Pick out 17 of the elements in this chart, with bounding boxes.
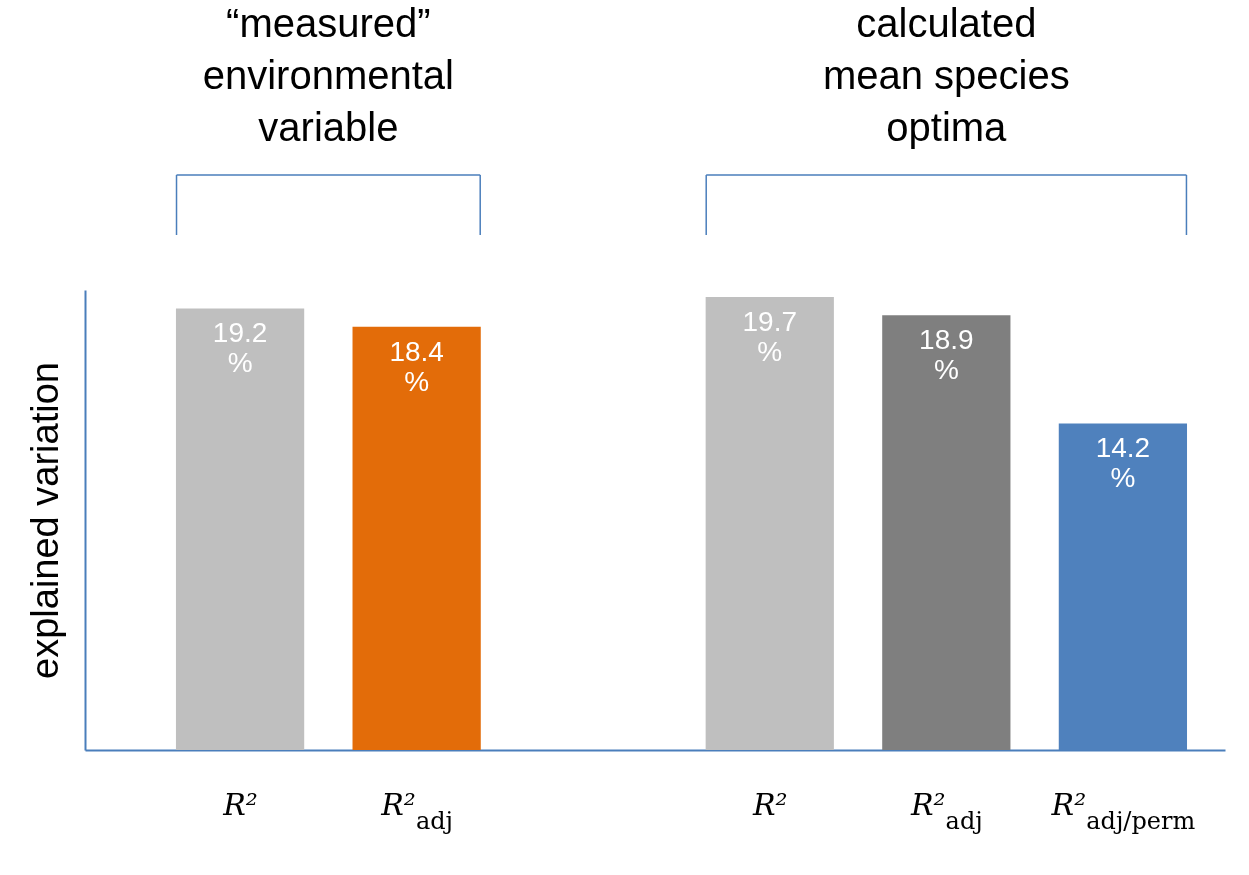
text: “measured” environmental variable	[202, 1, 454, 149]
x-tick-label: R²$_{adj}$	[380, 786, 454, 835]
data-label: 19.2 %	[212, 317, 268, 379]
data-label: 18.9 %	[919, 324, 974, 386]
bar	[175, 308, 305, 750]
x-tick-label: R²$_{adj}$	[909, 786, 983, 835]
x-tick-label: R²	[222, 786, 258, 822]
x-tick-label: R²	[751, 786, 788, 822]
bar	[352, 326, 481, 750]
text: calculated mean species optima	[822, 1, 1070, 149]
bar	[882, 315, 1011, 750]
data-label: 19.7 %	[742, 305, 798, 367]
bar	[705, 296, 834, 750]
y-axis-title: explained variation	[23, 362, 66, 679]
data-label: 18.4 %	[389, 335, 444, 397]
x-tick-label: R²$_{adj/perm}$	[1050, 786, 1196, 835]
data-label: 14.2 %	[1095, 432, 1151, 494]
